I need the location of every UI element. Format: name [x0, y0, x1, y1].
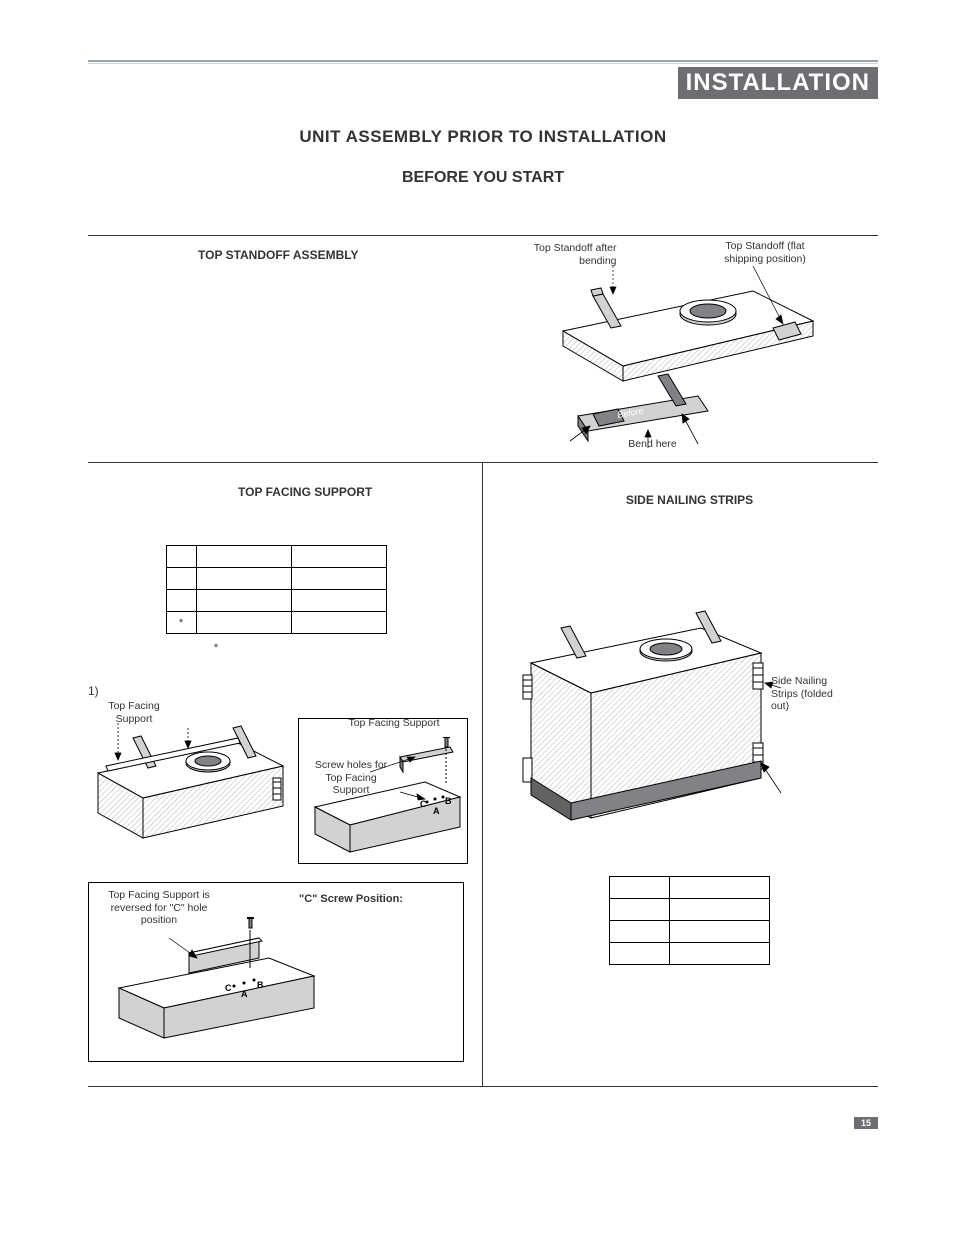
nailing-caption: Side Nailing Strips (folded out): [771, 675, 841, 713]
page-title-1: UNIT ASSEMBLY PRIOR TO INSTALLATION: [88, 127, 878, 147]
top-facing-diagram-1: [88, 718, 288, 853]
cell-asterisk: *: [166, 612, 196, 634]
label-after-bending: Top Standoff after bending: [527, 242, 617, 267]
right-column: SIDE NAILING STRIPS: [483, 463, 878, 1086]
c-screw-caption: Top Facing Support is reversed for "C" h…: [99, 889, 219, 927]
side-nailing-title: SIDE NAILING STRIPS: [501, 481, 878, 513]
top-standoff-title: TOP STANDOFF ASSEMBLY: [88, 236, 523, 268]
c-screw-diagram: A B C: [99, 913, 319, 1053]
page-title-2: BEFORE YOU START: [88, 169, 878, 187]
right-table: [609, 876, 770, 965]
columns: TOP FACING SUPPORT * * 1) Top Facing Sup…: [88, 462, 878, 1087]
svg-text:B: B: [257, 980, 264, 990]
step-1: 1): [88, 684, 464, 698]
section-tab: INSTALLATION: [678, 67, 878, 99]
svg-text:B: B: [445, 796, 452, 806]
top-section: TOP STANDOFF ASSEMBLY: [88, 236, 878, 456]
c-screw-title: "C" Screw Position:: [299, 893, 403, 905]
label-bend-here: Bend here: [628, 438, 678, 451]
facing-table: *: [166, 545, 387, 634]
left-column: TOP FACING SUPPORT * * 1) Top Facing Sup…: [88, 463, 483, 1086]
svg-text:A: A: [433, 806, 440, 816]
page-number: 15: [854, 1117, 878, 1129]
top-rule: [88, 60, 878, 64]
top-standoff-diagram: Before: [523, 236, 843, 456]
diag2-caption: Top Facing Support: [339, 717, 449, 730]
top-facing-title: TOP FACING SUPPORT: [88, 473, 464, 505]
page-content: INSTALLATION UNIT ASSEMBLY PRIOR TO INST…: [88, 60, 878, 1087]
c-screw-box: "C" Screw Position: Top Facing Support i…: [88, 882, 464, 1062]
side-nailing-diagram: [501, 603, 801, 848]
diag1-caption: Top Facing Support: [94, 700, 174, 725]
table-footnote: *: [0, 642, 464, 654]
headings: UNIT ASSEMBLY PRIOR TO INSTALLATION BEFO…: [88, 127, 878, 187]
svg-text:C: C: [225, 983, 232, 993]
top-facing-diagram-2: A B C: [305, 737, 463, 857]
svg-text:A: A: [241, 989, 248, 999]
svg-text:C: C: [420, 799, 427, 809]
diag2-sub: Screw holes for Top Facing Support: [311, 759, 391, 797]
label-flat-shipping: Top Standoff (flat shipping position): [718, 240, 813, 265]
